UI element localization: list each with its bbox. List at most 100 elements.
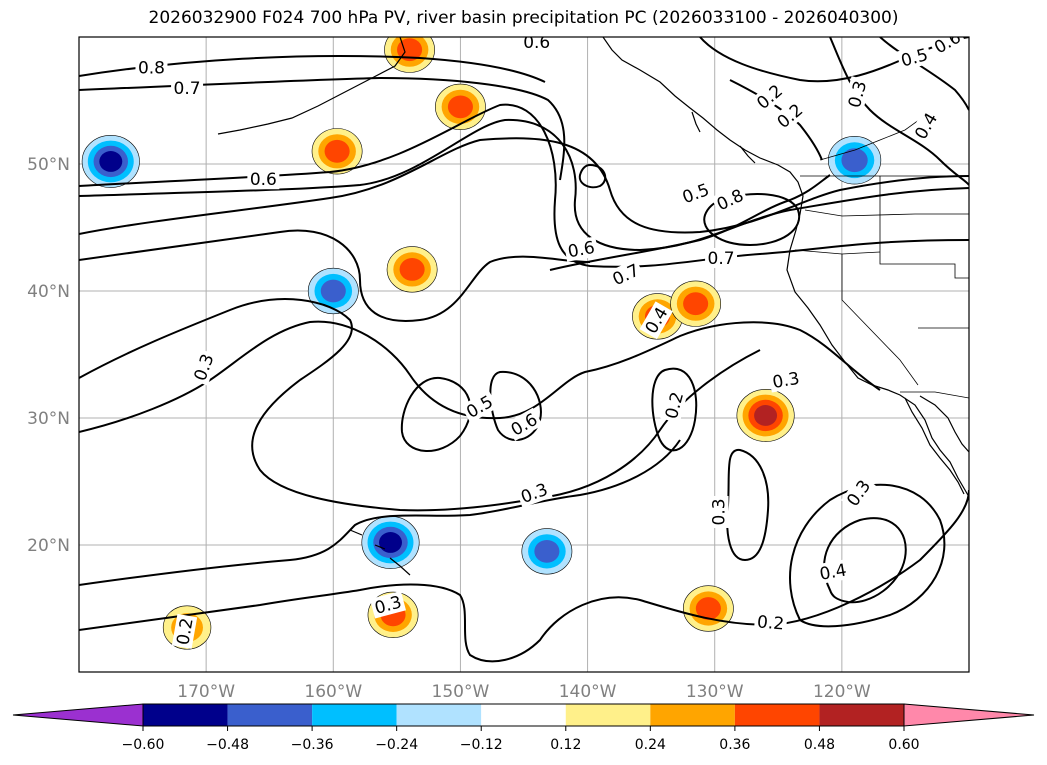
colorbar: −0.60 −0.48 −0.36 −0.24 −0.12 0.12 0.24 0.36 0.4…	[12, 703, 1035, 753]
pv-contour-label-15: 0.3	[708, 495, 730, 528]
contour-label-bg	[460, 389, 499, 424]
contour-label-text: 0.3	[771, 369, 801, 393]
coastline-hawaii	[349, 529, 411, 576]
contour-label-text: 0.8	[138, 58, 165, 78]
colorbar-tick-label: 0.36	[719, 737, 750, 753]
precip-blob-13	[384, 37, 435, 73]
contour-label-bg	[705, 247, 738, 268]
pv-contour-labels: 0.80.60.60.60.70.70.5 0.80.50.60.30.30.40…	[135, 33, 967, 649]
map-frame	[78, 36, 970, 673]
colorbar-extend-high	[903, 703, 1035, 727]
border-us-mexico	[900, 391, 969, 399]
latitude-labels: 50°N 40°N 30°N 20°N	[27, 155, 70, 556]
contour-label-text: 0.4	[818, 560, 848, 584]
pv-contour-label-27: 0.7	[171, 77, 204, 99]
precip-blob-level	[379, 532, 402, 553]
contour-label-bg	[896, 43, 933, 72]
precip-blob-level	[399, 258, 425, 281]
precip-blob-level	[324, 139, 350, 163]
pv-contour-label-20: 0.2	[171, 613, 198, 649]
contour-label-text: 0.7	[174, 79, 201, 99]
precip-blob-6	[311, 128, 363, 175]
border-washington-oregon	[804, 209, 969, 217]
precip-blob-level	[320, 279, 346, 303]
lat-tick-label: 30°N	[27, 409, 70, 429]
contour-label-bg	[843, 76, 871, 113]
pv-contour-label-0: 0.8	[135, 57, 168, 78]
pv-contour-label-17: 0.4	[815, 559, 851, 585]
coastline-baja-california	[904, 397, 965, 495]
contour-label-bg	[639, 301, 673, 340]
pv-contour-0.5-north	[79, 118, 969, 252]
pv-contour-0.2-northeast	[729, 79, 823, 161]
contour-label-text: 0.7	[708, 249, 735, 269]
pv-contour-0.7-north	[79, 76, 566, 181]
contour-label-bg	[928, 37, 967, 59]
colorbar-segment	[734, 704, 820, 726]
colorbar-segment	[312, 704, 397, 726]
colorbar-segment	[143, 704, 228, 726]
colorbar-tick-label: −0.12	[460, 737, 503, 753]
colorbar-segment	[565, 704, 651, 726]
precip-blob-8	[736, 389, 795, 442]
coastline-alaska-peninsula	[217, 37, 406, 135]
pv-contour-0.3-southeast	[789, 483, 946, 628]
map-plot-area: 0.80.60.60.60.70.70.5 0.80.50.60.30.30.40…	[79, 33, 969, 672]
precip-blob-0	[81, 135, 140, 188]
contour-label-bg	[171, 77, 204, 98]
colorbar-tick-label: 0.60	[888, 737, 919, 753]
contour-label-bg	[520, 37, 553, 53]
pv-contour-0.4-southeast	[823, 517, 907, 604]
pv-contour-label-6: 0.5	[677, 178, 715, 209]
contour-label-bg	[841, 474, 876, 512]
precip-blob-level	[754, 405, 778, 426]
contour-label-bg	[247, 169, 280, 190]
lon-tick-label: 140°W	[559, 682, 617, 702]
pv-contour-0.3-south	[79, 439, 681, 586]
precip-blob-level	[683, 292, 709, 316]
pv-contour-label-3: 0.6	[563, 236, 599, 262]
precip-blob-3	[521, 528, 573, 575]
colorbar-frame	[142, 703, 905, 727]
contour-label-bg	[815, 559, 851, 585]
lat-tick-label: 20°N	[27, 536, 70, 556]
contour-label-bg	[171, 613, 198, 649]
pv-contour-0.3-middle	[79, 320, 881, 433]
pv-contour-0.5-loop	[400, 376, 472, 452]
colorbar-segment	[481, 704, 566, 726]
contour-label-bg	[606, 258, 645, 291]
contour-label-bg	[753, 611, 788, 634]
coastline-north-america	[602, 37, 969, 498]
pv-contour-0.3-north	[79, 229, 591, 322]
border-alaska-canada	[819, 111, 931, 161]
pv-contour-0.5-northeast	[879, 37, 969, 111]
coastline-gulf-of-california	[919, 395, 969, 453]
lon-tick-label: 160°W	[304, 682, 362, 702]
precip-blob-4	[827, 135, 882, 185]
contour-label-bg	[708, 495, 729, 528]
precip-blob-level	[99, 151, 123, 172]
precip-blob-1	[307, 267, 359, 315]
contour-label-bg	[909, 107, 943, 145]
pv-contour-label-1: 0.6	[520, 33, 553, 53]
coastlines	[217, 37, 969, 576]
contour-label-bg	[563, 236, 599, 262]
lon-tick-label: 170°W	[177, 682, 235, 702]
colorbar-tick-label: −0.36	[291, 737, 334, 753]
coastline-haida-gwaii	[691, 111, 756, 164]
precip-blob-2	[361, 516, 420, 569]
precip-blob-10	[670, 280, 722, 327]
border-california-nevada	[841, 254, 919, 386]
colorbar-tick-label: −0.60	[122, 737, 165, 753]
colorbar-segment	[227, 704, 313, 726]
contour-label-text: 0.6	[523, 33, 550, 53]
lat-tick-label: 40°N	[27, 282, 70, 302]
colorbar-tick-label: 0.48	[804, 737, 835, 753]
contour-label-bg	[677, 178, 715, 209]
precip-blob-5	[435, 83, 486, 130]
contour-label-bg	[135, 57, 168, 78]
pv-contour-label-14: 0.3	[768, 367, 804, 393]
contour-label-bg	[188, 348, 219, 386]
contour-label-bg	[515, 478, 553, 508]
